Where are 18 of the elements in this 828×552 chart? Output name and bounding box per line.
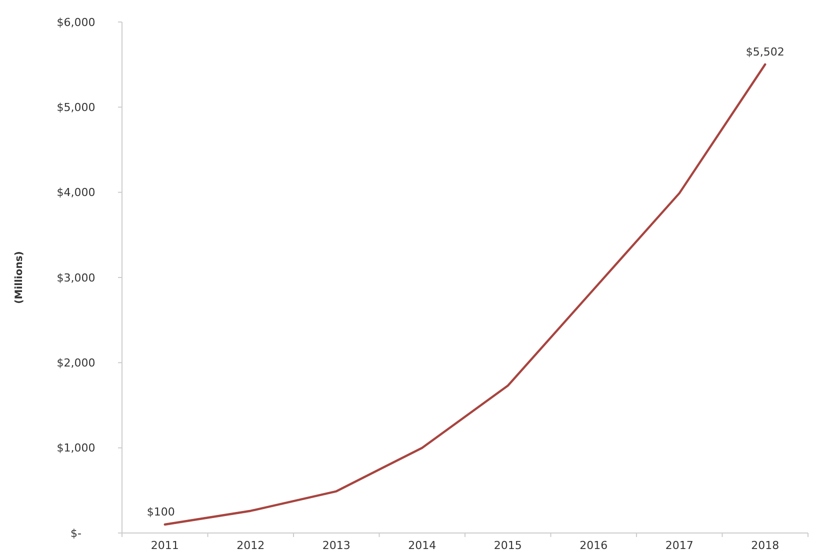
x-tick-label: 2011 [150, 539, 179, 552]
x-tick-label: 2013 [322, 539, 350, 552]
data-label: $5,502 [746, 45, 784, 58]
y-tick-label: $1,000 [56, 442, 96, 455]
x-tick-label: 2017 [665, 539, 694, 552]
y-tick-label: $2,000 [56, 356, 96, 370]
y-tick-label: $3,000 [56, 271, 96, 284]
x-tick-label: 2012 [236, 539, 265, 552]
x-tick-label: 2014 [408, 539, 436, 552]
y-tick-label: $4,000 [56, 186, 96, 200]
x-tick-label: 2016 [580, 539, 608, 552]
x-tick-label: 2015 [494, 539, 522, 552]
y-tick-label: $6,000 [56, 16, 96, 29]
y-tick-label: $5,000 [56, 101, 96, 114]
data-label: $100 [146, 505, 175, 518]
y-axis-title: (Millions) [14, 251, 25, 304]
x-tick-label: 2018 [751, 539, 780, 552]
y-tick-label: $- [70, 526, 82, 540]
